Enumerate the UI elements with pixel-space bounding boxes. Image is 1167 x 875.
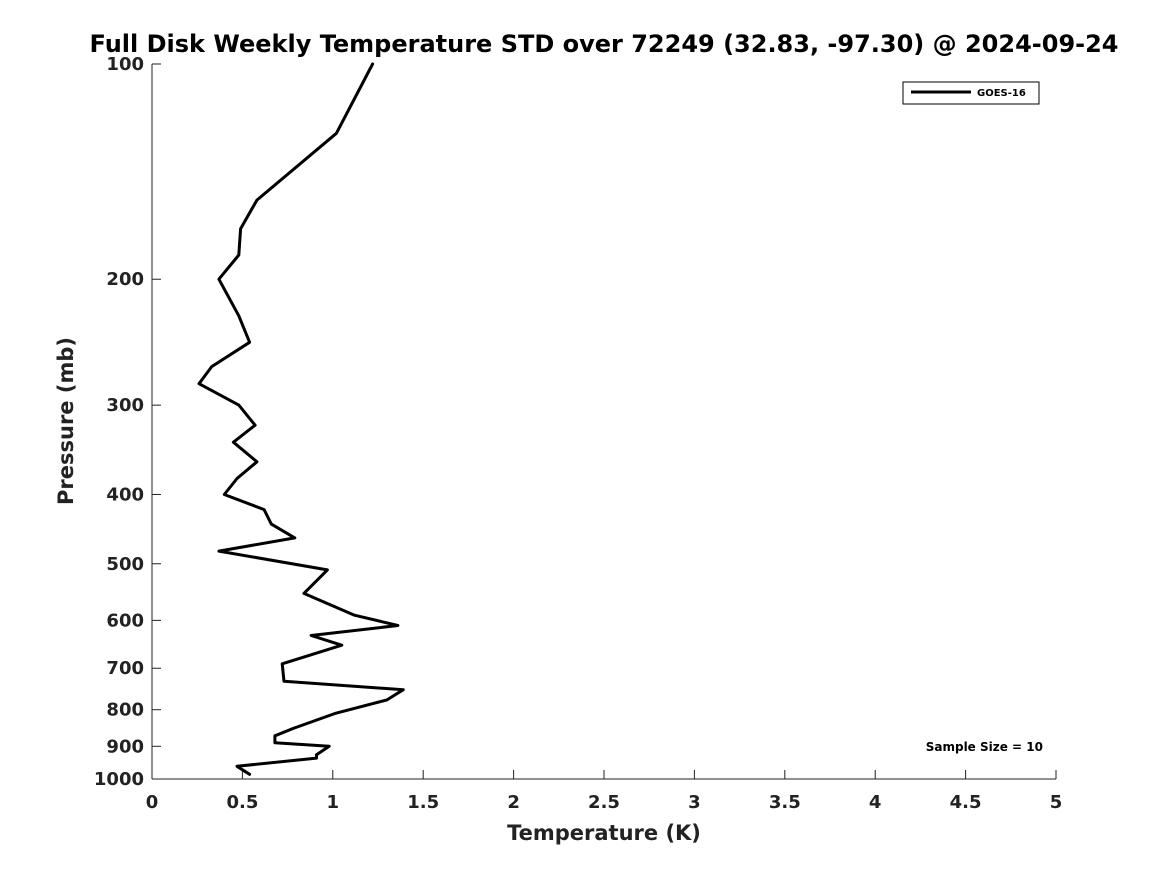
y-tick-label: 200 [106,269,144,290]
y-tick-label: 1000 [94,769,144,790]
x-tick-label: 1 [327,792,340,813]
y-tick-label: 400 [106,484,144,505]
x-tick-label: 0 [146,792,159,813]
x-tick-label: 2 [507,792,520,813]
series-layer [197,62,405,776]
y-tick-label: 700 [106,658,144,679]
y-tick-label: 800 [106,700,144,721]
legend: GOES-16 [902,81,1040,105]
y-tick-label: 300 [106,395,144,416]
series-line-goes-16 [197,62,405,776]
x-tick-label: 1.5 [407,792,439,813]
y-tick-label: 900 [106,736,144,757]
chart-title: Full Disk Weekly Temperature STD over 72… [90,30,1119,58]
x-tick-label: 3 [688,792,701,813]
y-tick-label: 100 [106,54,144,75]
x-axis-label: Temperature (K) [507,821,701,845]
legend-entry-label: GOES-16 [977,88,1026,99]
x-tick-label: 4.5 [950,792,982,813]
x-axis-ticks: 0 0.5 1 1.5 2 2.5 3 3.5 4 4.5 5 [146,770,1063,813]
y-tick-label: 600 [106,610,144,631]
x-tick-label: 5 [1050,792,1063,813]
y-axis-label: Pressure (mb) [54,337,78,505]
x-tick-label: 4 [869,792,882,813]
x-tick-label: 0.5 [226,792,258,813]
y-axis-ticks: 100 200 300 400 500 600 700 800 900 1000 [94,54,161,790]
x-tick-label: 2.5 [588,792,620,813]
sample-size-annotation: Sample Size = 10 [926,740,1043,754]
x-tick-label: 3.5 [769,792,801,813]
y-tick-label: 500 [106,554,144,575]
